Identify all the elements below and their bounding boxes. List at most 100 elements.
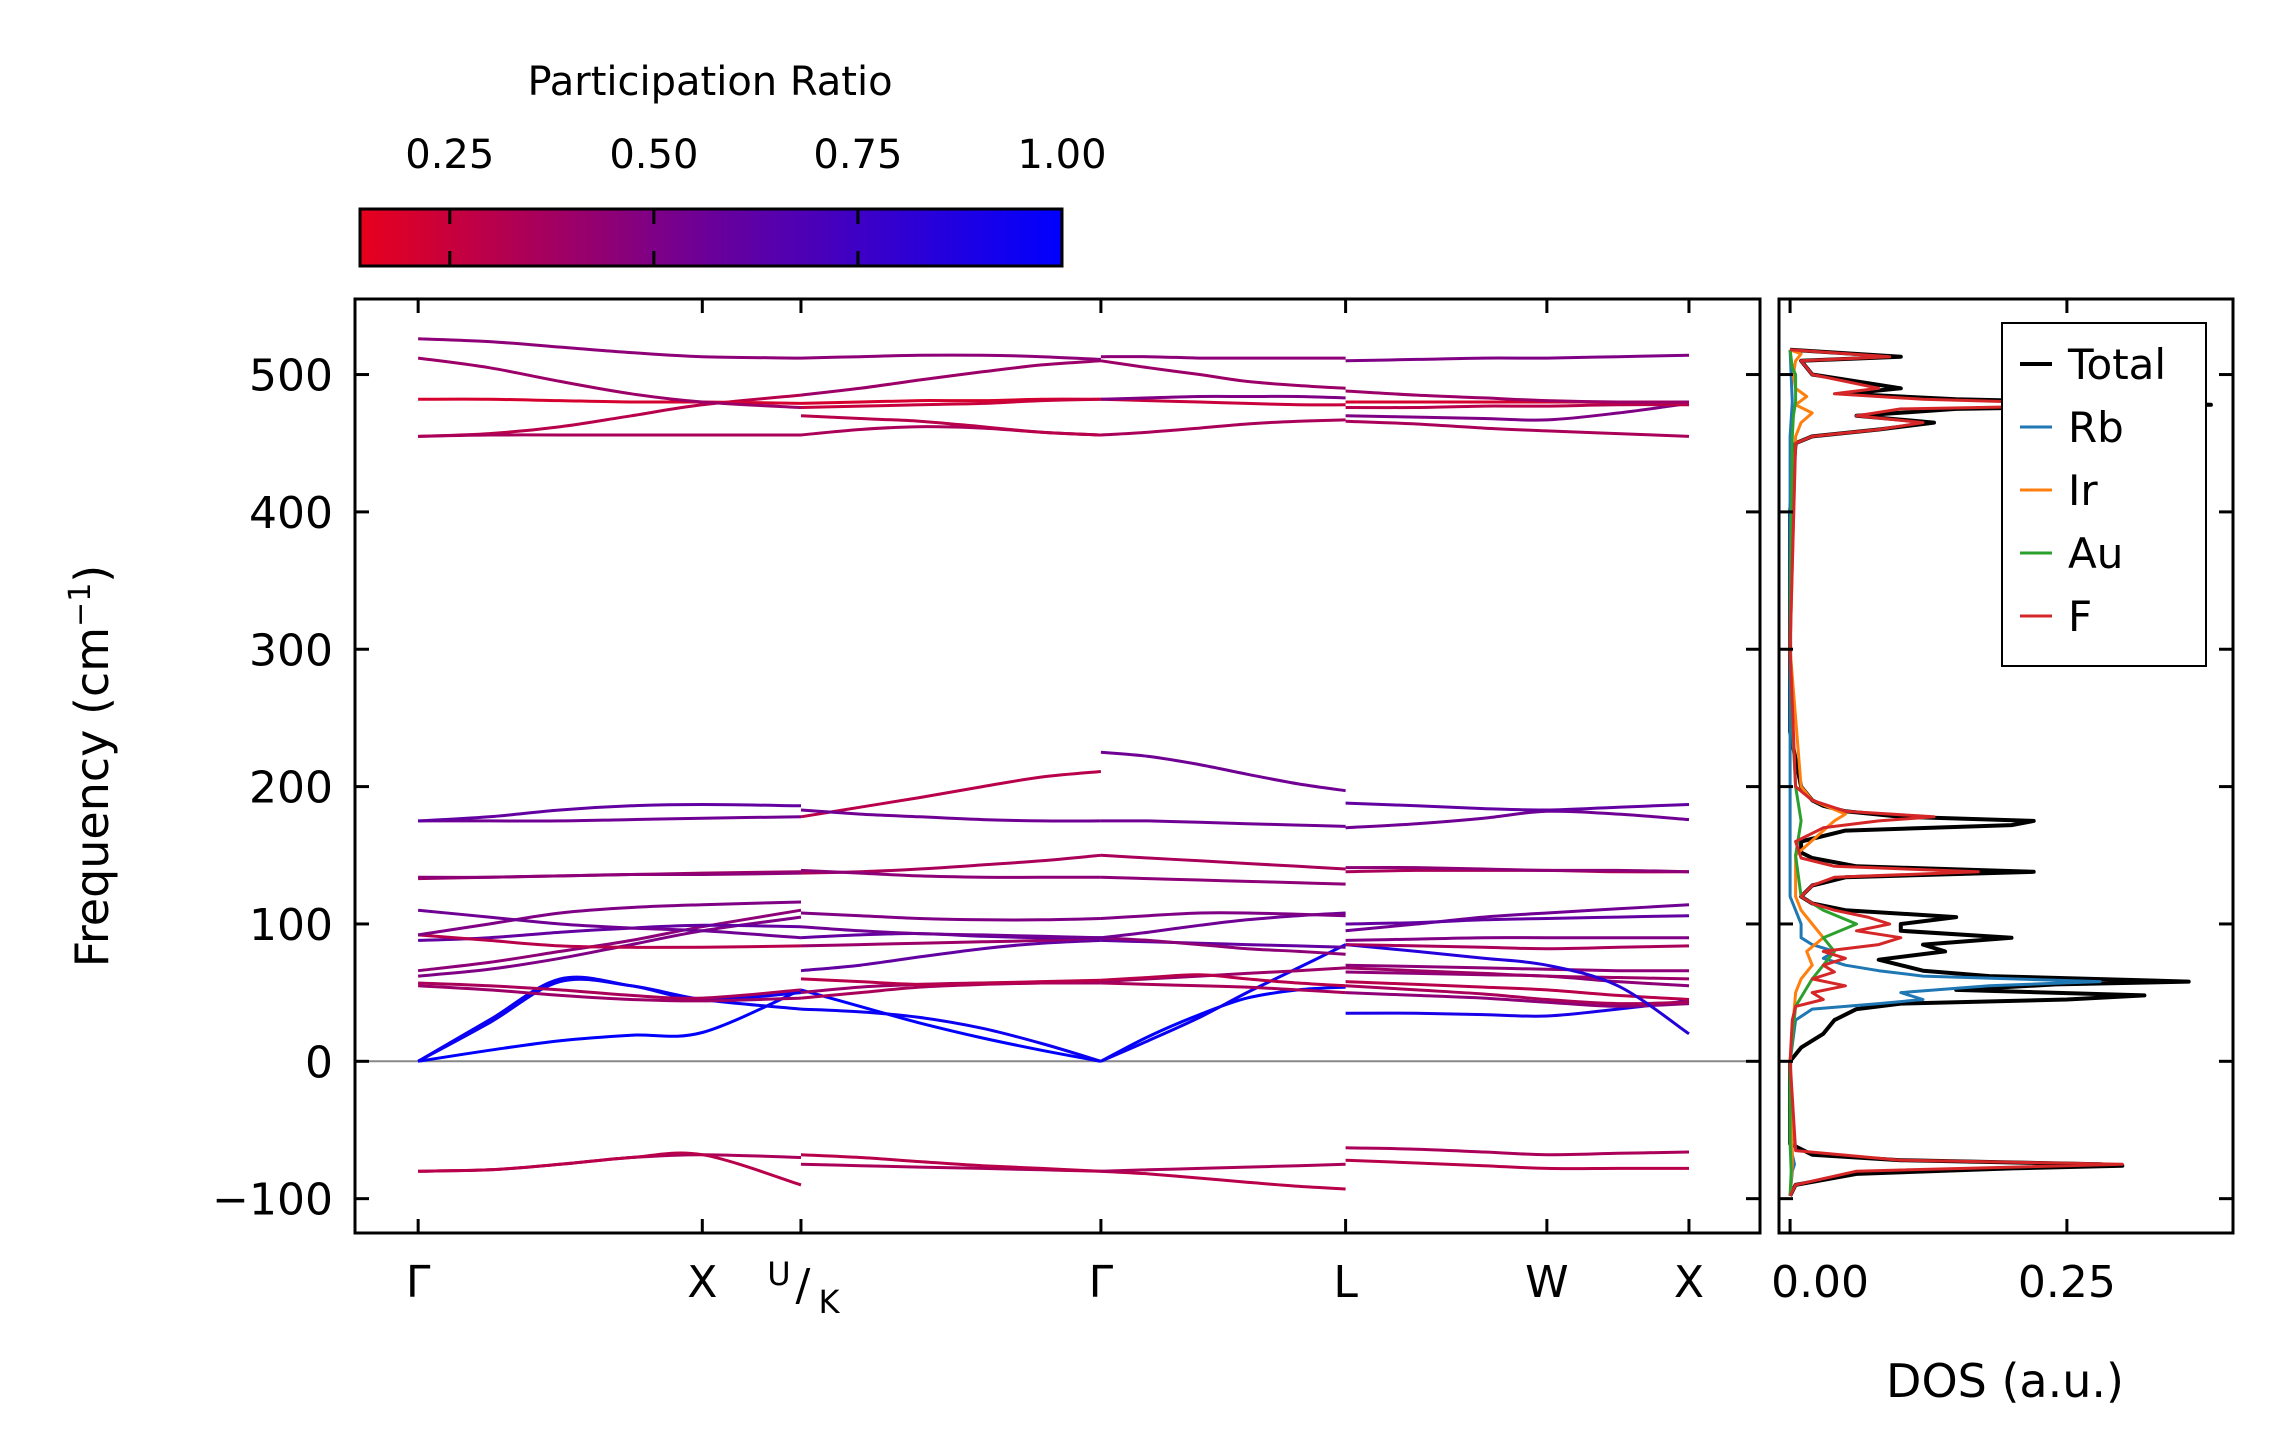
band-line-3-5 bbox=[1345, 980, 1690, 1001]
y-tick-label: 100 bbox=[249, 900, 333, 951]
dos-x-axis-label: DOS (a.u.) bbox=[1886, 1354, 2124, 1408]
y-axis-label-close: ) bbox=[65, 565, 119, 583]
colorbar-tick-label: 1.00 bbox=[1017, 132, 1106, 178]
band-line-0-5 bbox=[418, 984, 802, 1003]
band-line-3-1 bbox=[1345, 1158, 1689, 1171]
legend-label-f: F bbox=[2068, 592, 2092, 641]
band-line-3-16 bbox=[1345, 809, 1690, 830]
band-line-3-23 bbox=[1345, 353, 1690, 363]
band-line-0-6 bbox=[418, 981, 802, 1000]
band-line-0-16 bbox=[418, 802, 802, 823]
band-line-3-13 bbox=[1345, 914, 1690, 926]
band-line-3-10 bbox=[1345, 943, 1690, 951]
colorbar-tick-label: 0.50 bbox=[609, 132, 698, 178]
band-line-0-18 bbox=[418, 433, 801, 438]
y-tick-label: 300 bbox=[249, 625, 333, 676]
k-point-label-bottom: K bbox=[818, 1283, 840, 1321]
band-structure-panel: −100 0 100 200 300 400 500 Γ X U / K Γ L W X Frequency… bbox=[63, 297, 1762, 1321]
dos-panel: 0.00 0.25 DOS (a.u.) Total Rb Ir Au F bbox=[1771, 297, 2235, 1408]
legend: Total Rb Ir Au F bbox=[2001, 322, 2207, 667]
band-line-2-1 bbox=[1100, 1162, 1346, 1173]
legend-label-au: Au bbox=[2068, 529, 2123, 578]
band-line-0-1 bbox=[418, 1151, 802, 1187]
y-tick-label: 400 bbox=[249, 488, 333, 539]
band-line-2-6 bbox=[1100, 973, 1346, 988]
band-line-2-2 bbox=[1100, 985, 1346, 1063]
band-line-3-8 bbox=[1345, 963, 1690, 973]
y-axis-label: Frequency (cm−1) bbox=[63, 565, 119, 968]
band-line-1-18 bbox=[800, 414, 1101, 437]
band-line-3-15 bbox=[1345, 866, 1690, 874]
band-line-1-8 bbox=[800, 936, 1101, 948]
band-line-0-8 bbox=[417, 908, 802, 973]
band-line-0-7 bbox=[417, 915, 802, 978]
band-line-2-13 bbox=[1100, 819, 1346, 828]
band-line-2-18 bbox=[1100, 359, 1346, 390]
band-line-0-9 bbox=[418, 923, 802, 942]
band-line-0-12 bbox=[417, 908, 802, 940]
band-line-2-10 bbox=[1100, 911, 1346, 920]
band-line-0-11 bbox=[417, 900, 802, 937]
band-y-axis: −100 0 100 200 300 400 500 bbox=[212, 351, 1760, 1226]
band-line-0-10 bbox=[417, 933, 802, 949]
band-line-1-7 bbox=[800, 938, 1101, 973]
band-line-2-11 bbox=[1100, 875, 1346, 886]
band-line-0-2 bbox=[417, 988, 802, 1063]
band-line-3-2 bbox=[1345, 999, 1690, 1018]
colorbar-ticks: 0.25 0.50 0.75 1.00 bbox=[405, 132, 1107, 266]
k-point-label: X bbox=[687, 1257, 717, 1308]
dos-lines bbox=[1788, 347, 2213, 1197]
dos-plot-frame bbox=[1777, 297, 2235, 1235]
band-line-2-14 bbox=[1100, 750, 1346, 793]
k-point-label-sep: / bbox=[796, 1260, 811, 1311]
band-line-3-9 bbox=[1345, 943, 1690, 1036]
legend-entries: Total Rb Ir Au F bbox=[2020, 340, 2166, 641]
band-line-3-7 bbox=[1345, 966, 1690, 981]
band-line-2-7 bbox=[1100, 938, 1346, 949]
band-lines bbox=[417, 337, 1690, 1191]
y-tick-label: 500 bbox=[249, 351, 333, 402]
band-line-3-19 bbox=[1345, 401, 1690, 422]
band-line-2-16 bbox=[1100, 397, 1346, 407]
band-line-1-13 bbox=[800, 868, 1101, 879]
band-line-2-8 bbox=[1100, 936, 1346, 956]
band-line-3-18 bbox=[1345, 419, 1690, 438]
y-tick-label: −100 bbox=[212, 1175, 333, 1226]
band-line-3-22 bbox=[1345, 389, 1690, 404]
dos-x-tick-label: 0.00 bbox=[1771, 1257, 1869, 1308]
k-point-label: W bbox=[1525, 1257, 1569, 1308]
colorbar-tick-label: 0.75 bbox=[813, 132, 902, 178]
band-line-3-17 bbox=[1345, 801, 1690, 812]
band-line-1-6 bbox=[800, 977, 1101, 986]
band-line-0-21 bbox=[418, 337, 802, 360]
colorbar-title: Participation Ratio bbox=[527, 59, 892, 105]
band-plot-frame bbox=[353, 297, 1762, 1235]
band-line-1-20 bbox=[800, 397, 1101, 409]
band-line-1-10 bbox=[800, 925, 1101, 940]
y-tick-label: 0 bbox=[305, 1037, 333, 1088]
y-axis-label-main: Frequency (cm bbox=[65, 627, 119, 967]
band-line-3-4 bbox=[1345, 984, 1690, 1006]
band-line-1-12 bbox=[800, 853, 1102, 875]
band-line-3-0 bbox=[1345, 1146, 1690, 1157]
band-line-1-21 bbox=[800, 353, 1101, 361]
band-line-1-14 bbox=[800, 770, 1102, 819]
k-point-label: L bbox=[1333, 1257, 1358, 1308]
k-point-label: X bbox=[1674, 1257, 1704, 1308]
band-line-3-12 bbox=[1345, 903, 1690, 933]
band-line-3-20 bbox=[1345, 403, 1690, 410]
dos-curve-f bbox=[1788, 348, 2124, 1197]
band-line-2-4 bbox=[1100, 981, 1346, 995]
k-point-label: Γ bbox=[406, 1257, 431, 1308]
legend-label-ir: Ir bbox=[2068, 466, 2098, 515]
band-line-1-16 bbox=[800, 359, 1102, 397]
legend-label-rb: Rb bbox=[2068, 403, 2124, 452]
dos-x-tick-label: 0.25 bbox=[2018, 1257, 2116, 1308]
band-line-1-11 bbox=[800, 911, 1101, 922]
k-point-label-top: U bbox=[767, 1255, 790, 1293]
band-line-1-1 bbox=[800, 1153, 1101, 1173]
y-axis-label-exponent: −1 bbox=[63, 583, 98, 627]
legend-label-total: Total bbox=[2067, 340, 2166, 389]
band-line-2-15 bbox=[1100, 418, 1346, 437]
